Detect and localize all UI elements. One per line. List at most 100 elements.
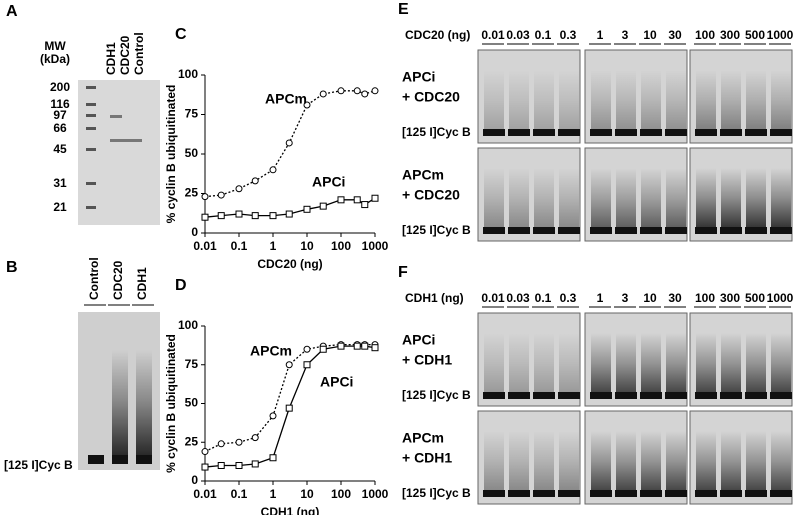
row-label: APCi [402, 332, 435, 348]
x-tick-label: 100 [331, 487, 351, 501]
band-label: [125 I]Cyc B [402, 125, 471, 139]
point [217, 212, 225, 220]
point [235, 438, 243, 446]
substrate-band [590, 392, 612, 399]
smear [771, 431, 791, 491]
x-tick-label: 100 [331, 239, 351, 253]
smear [666, 431, 686, 491]
point [201, 448, 209, 456]
substrate-band [615, 392, 637, 399]
smear [696, 168, 716, 228]
dose-axis: CDH1 (ng) [405, 291, 464, 305]
panel-label: A [6, 3, 18, 20]
smear [616, 431, 636, 491]
x-tick-label: 1 [270, 239, 277, 253]
smear [641, 333, 661, 393]
series-label: APCi [320, 374, 353, 390]
substrate-band [112, 455, 128, 464]
row-label: + CDC20 [402, 187, 460, 203]
substrate-band [508, 392, 530, 399]
dose-label: 3 [622, 291, 629, 305]
point [371, 344, 379, 352]
point [217, 440, 225, 448]
substrate-band [136, 455, 152, 464]
dose-label: 0.1 [535, 291, 552, 305]
point [269, 412, 277, 420]
substrate-band [483, 490, 505, 497]
substrate-band [590, 129, 612, 136]
smear [666, 333, 686, 393]
mw-title: MW [44, 39, 66, 53]
smear [721, 70, 741, 130]
band-label: [125 I]Cyc B [402, 223, 471, 237]
smear [696, 70, 716, 130]
substrate-band [695, 490, 717, 497]
y-tick-label: 100 [178, 318, 198, 332]
mw-title: (kDa) [40, 52, 70, 66]
band-label: [125 I]Cyc B [402, 388, 471, 402]
smear [641, 168, 661, 228]
protein-band [110, 115, 122, 118]
point [201, 193, 209, 201]
x-tick-label: 0.1 [231, 487, 248, 501]
smear [666, 168, 686, 228]
dose-label: 500 [745, 28, 765, 42]
dose-label: 1 [597, 291, 604, 305]
smear [534, 70, 554, 130]
point [353, 342, 361, 350]
mw-label: 31 [53, 176, 67, 190]
dose-label: 10 [643, 28, 657, 42]
row-label: APCi [402, 69, 435, 85]
lane-label: Control [87, 257, 101, 300]
point [235, 462, 243, 469]
smear [616, 333, 636, 393]
dose-label: 0.3 [560, 291, 577, 305]
substrate-band [88, 455, 104, 464]
point [285, 139, 293, 147]
y-tick-label: 75 [185, 107, 199, 121]
smear [721, 431, 741, 491]
row-label: APCm [402, 430, 444, 446]
substrate-band [695, 227, 717, 234]
substrate-band [745, 490, 767, 497]
point [303, 361, 311, 369]
x-axis-label: CDH1 (ng) [261, 505, 320, 515]
smear [591, 431, 611, 491]
substrate-band [745, 227, 767, 234]
dose-label: 30 [668, 291, 682, 305]
substrate-band [508, 227, 530, 234]
row-label: + CDH1 [402, 352, 452, 368]
mw-label: 45 [53, 142, 67, 156]
row-label: + CDC20 [402, 89, 460, 105]
point [201, 213, 209, 221]
smear [696, 333, 716, 393]
mw-label: 66 [53, 121, 67, 135]
point [269, 454, 277, 462]
smear [484, 168, 504, 228]
substrate-band [558, 129, 580, 136]
protein-band [120, 139, 132, 142]
lane-label: CDC20 [111, 260, 125, 300]
point [361, 90, 369, 98]
dose-label: 0.3 [560, 28, 577, 42]
smear [484, 333, 504, 393]
substrate-band [695, 392, 717, 399]
smear [746, 168, 766, 228]
dose-label: 0.01 [481, 28, 505, 42]
dose-axis: CDC20 (ng) [405, 28, 470, 42]
smear [771, 333, 791, 393]
point [303, 345, 311, 353]
point [251, 460, 259, 468]
x-tick-label: 10 [300, 239, 314, 253]
lane-label: CDH1 [135, 267, 149, 300]
substrate-band [665, 227, 687, 234]
substrate-band [590, 490, 612, 497]
point [235, 210, 243, 218]
smear [559, 168, 579, 228]
smear [721, 333, 741, 393]
point [201, 463, 209, 471]
ladder-band [86, 127, 96, 130]
smear [746, 333, 766, 393]
point [337, 342, 345, 350]
substrate-band [665, 129, 687, 136]
